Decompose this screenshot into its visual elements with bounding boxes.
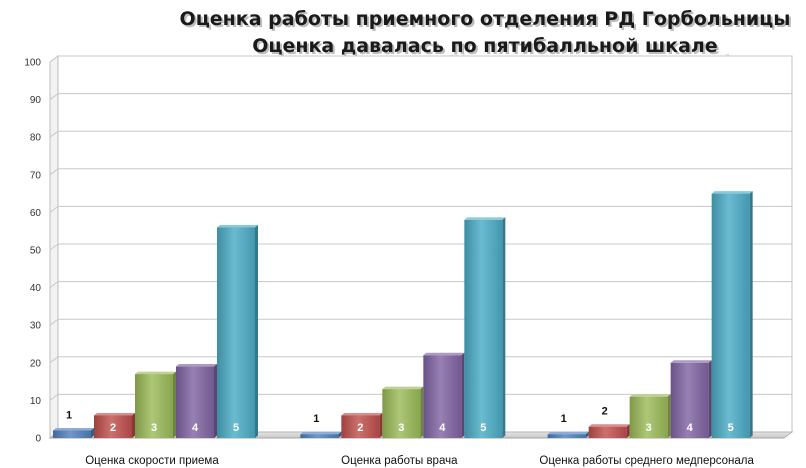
gridline	[49, 243, 792, 251]
bar-side	[132, 412, 135, 438]
bar	[423, 355, 462, 438]
bar-side	[749, 191, 753, 438]
subtitle-shadow: Оценка давалась по пятибалльной шкале	[254, 37, 719, 59]
bar-data-label: 4	[439, 422, 446, 434]
bar-side	[461, 352, 465, 438]
bar-top	[53, 427, 94, 431]
bar	[176, 366, 214, 438]
bar-top	[547, 431, 589, 435]
bar-side	[502, 217, 506, 438]
gridline	[49, 393, 792, 401]
gridline	[49, 281, 792, 289]
bar-data-label: 5	[728, 422, 734, 434]
bar-top	[135, 371, 176, 375]
chart-title-line-1: Оценка работы приемного отделения РД Гор…	[180, 8, 791, 30]
chart-subtitle: Оценка давалась по пятибалльной шкале	[252, 35, 717, 57]
y-tick-label: 10	[30, 396, 42, 407]
bar-data-label: 5	[480, 422, 486, 434]
bar-data-label: 1	[66, 409, 72, 421]
bar-side	[255, 224, 258, 438]
bar-side	[708, 360, 712, 438]
bar-data-label: 2	[110, 422, 116, 434]
bar-data-label: 3	[151, 422, 157, 434]
bar-data-label: 2	[357, 422, 363, 434]
bar-side	[338, 431, 342, 438]
bar-top	[341, 412, 383, 416]
bar-top	[94, 412, 135, 416]
bar	[135, 374, 173, 438]
bar-data-label: 3	[646, 422, 652, 434]
gridline	[49, 55, 792, 63]
bar	[53, 430, 91, 438]
gridline	[49, 356, 792, 364]
x-category-label: Оценка работы врача	[341, 455, 458, 467]
bar-side	[420, 386, 424, 438]
bar-data-label: 4	[687, 422, 694, 434]
x-category-label: Оценка работы среднего медперсонала	[539, 455, 754, 467]
bar	[382, 389, 421, 438]
bar-data-label: 2	[602, 406, 608, 418]
bar-top	[423, 352, 465, 356]
bar-side	[585, 431, 589, 438]
y-tick-label: 80	[30, 133, 42, 144]
y-tick-label: 70	[30, 170, 42, 181]
y-tick-label: 90	[30, 95, 42, 106]
bar	[217, 227, 255, 438]
title-shadow: Оценка работы приемного отделения РД Гор…	[182, 10, 793, 32]
chart-title: Оценка работы приемного отделения РД Гор…	[180, 8, 793, 59]
gridline	[49, 93, 792, 100]
y-tick-label: 60	[30, 208, 42, 219]
x-category-label: Оценка скорости приема	[85, 455, 219, 467]
bar	[341, 415, 380, 438]
y-tick-label: 100	[24, 58, 41, 69]
bar-data-label: 1	[561, 413, 567, 425]
gridline	[49, 205, 792, 213]
gridline	[49, 318, 792, 326]
bar-top	[670, 360, 712, 363]
bar-top	[629, 394, 671, 397]
gridline	[49, 130, 792, 138]
y-tick-label: 30	[30, 321, 42, 332]
bar	[547, 434, 586, 438]
bar-top	[382, 386, 424, 390]
y-tick-label: 0	[35, 434, 41, 445]
bar	[94, 415, 132, 438]
bar-top	[464, 217, 506, 220]
bar-top	[711, 191, 753, 194]
bar-side	[214, 364, 217, 438]
bar-group: 1 2 3 4 5	[53, 224, 258, 438]
bar-side	[379, 412, 383, 438]
bar-group: 1 2 3 4 5	[300, 217, 506, 438]
y-tick-label: 20	[30, 358, 42, 369]
gridline	[49, 168, 792, 176]
bar	[464, 219, 503, 438]
bar-data-label: 3	[398, 422, 404, 434]
bar	[711, 193, 750, 438]
bar-side	[173, 371, 176, 438]
bar-side	[667, 394, 671, 438]
bar-group: 1 2 3 4 5	[547, 191, 753, 438]
bar-data-label: 1	[313, 413, 319, 425]
bar-data-label: 5	[233, 422, 239, 434]
bar-side	[626, 424, 630, 438]
bar	[629, 396, 668, 438]
plot-area: 0 10 20 30 40 50 60 70 80 90 100 1 2 3 4 5 Оценка скорос…	[24, 55, 794, 467]
bar	[588, 426, 627, 438]
bar	[300, 434, 339, 438]
bar-data-label: 4	[192, 422, 199, 434]
y-tick-label: 40	[30, 283, 42, 294]
bar-top	[176, 364, 217, 367]
bar-top	[300, 431, 342, 435]
bar-side	[91, 427, 94, 438]
y-tick-label: 50	[30, 246, 42, 257]
bar	[670, 362, 709, 438]
bar-top	[217, 224, 258, 228]
bar-top	[588, 424, 630, 427]
